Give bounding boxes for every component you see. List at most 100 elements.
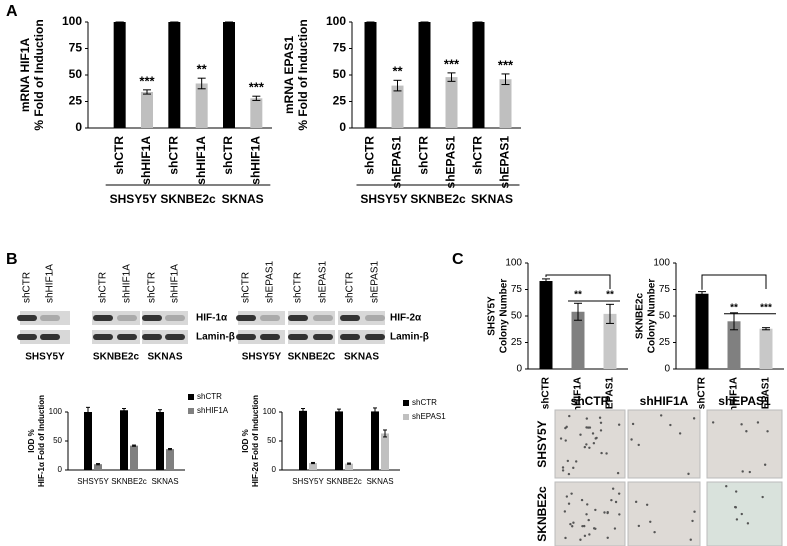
colony-dot <box>591 432 595 435</box>
colony-dot <box>572 466 575 470</box>
colony-dot <box>581 524 584 528</box>
bar <box>472 22 485 128</box>
colony-dot <box>603 511 606 514</box>
y-tick-label: 75 <box>659 284 671 295</box>
blot-band <box>40 334 60 340</box>
significance-label: *** <box>760 302 772 313</box>
colony-dot <box>563 510 567 513</box>
blot-band <box>17 334 37 340</box>
y-axis-label: % Fold of Induction <box>296 19 310 130</box>
bar <box>571 311 585 369</box>
colony-dot <box>617 492 621 495</box>
blot-band <box>236 334 256 340</box>
band-label: HIF-1α <box>196 313 228 324</box>
colony-dot <box>586 503 589 506</box>
colony-dot <box>659 414 663 417</box>
colony-dot <box>559 437 563 440</box>
x-tick-label: SKNBE2c <box>111 477 147 486</box>
bar <box>727 321 741 369</box>
colony-dot <box>611 487 615 490</box>
blot-strip <box>338 311 385 325</box>
colony-dot <box>569 522 572 526</box>
significance-label: ** <box>606 290 614 301</box>
blot-band <box>340 315 360 321</box>
lane-label: shEPAS1 <box>370 261 381 303</box>
blot-band <box>165 315 185 321</box>
x-tick-label: shCTR <box>167 136 181 175</box>
colony-dot <box>564 439 567 442</box>
colony-dot <box>606 536 609 539</box>
y-tick-label: 0 <box>272 465 277 474</box>
x-tick-label: shCTR <box>541 376 552 409</box>
blot-band <box>40 315 60 321</box>
colony-dot <box>689 538 692 541</box>
lane-label: shHIF1A <box>122 264 133 303</box>
y-tick-label: 50 <box>333 67 347 81</box>
row-label: SKNBE2c <box>535 486 549 542</box>
cell-line-label: SKNBE2C <box>288 352 336 363</box>
group-label: SKNAS <box>222 192 264 206</box>
cell-line-label: SKNAS <box>147 352 182 363</box>
y-tick-label: 25 <box>511 337 523 348</box>
group-label: SHSY5Y <box>360 192 407 206</box>
bar <box>113 22 126 128</box>
bar <box>250 98 263 128</box>
y-tick-label: 25 <box>69 94 83 108</box>
blot-band <box>313 315 333 321</box>
colony-dot <box>565 495 569 498</box>
bar <box>120 410 128 470</box>
blot-band <box>313 334 333 340</box>
cell-line-label: SHSY5Y <box>242 352 282 363</box>
band-label: HIF-2α <box>390 313 422 324</box>
blot-band <box>260 315 280 321</box>
colony-dot <box>735 518 739 521</box>
colony-image <box>706 481 783 546</box>
x-tick-label: SKNBE2c <box>326 477 362 486</box>
y-axis-label: IOD % <box>27 429 36 453</box>
y-tick-label: 50 <box>511 311 523 322</box>
colony-dot <box>564 536 567 540</box>
bar <box>168 22 181 128</box>
lane-label: shCTR <box>147 272 158 303</box>
colony-dot <box>592 442 596 445</box>
colony-dot <box>586 426 590 429</box>
colony-dot <box>605 452 608 455</box>
x-tick-label: shEPAS1 <box>444 136 458 189</box>
y-tick-label: 100 <box>62 14 82 28</box>
colony-dot <box>763 463 767 466</box>
bar <box>364 22 377 128</box>
lane-label: shCTR <box>98 272 109 303</box>
y-tick-label: 50 <box>69 67 83 81</box>
cell-line-label: SKNAS <box>344 352 379 363</box>
y-tick-label: 100 <box>49 407 63 416</box>
y-tick-label: 100 <box>653 258 670 269</box>
lane-label: shHIF1A <box>45 264 56 303</box>
blot-band <box>117 334 137 340</box>
y-axis-label: Colony Number <box>499 279 510 354</box>
blot-strip <box>288 330 335 344</box>
band-label: Lamin-β <box>390 332 429 343</box>
colony-dot <box>613 527 617 530</box>
blot-band <box>288 315 308 321</box>
y-tick-label: 50 <box>53 436 62 445</box>
colony-dot <box>588 533 591 536</box>
y-tick-label: 0 <box>58 465 63 474</box>
y-axis-label: mRNA HIF1A <box>18 38 32 113</box>
x-tick-label: shEPAS1 <box>761 377 772 421</box>
colony-dot <box>570 525 574 528</box>
y-tick-label: 0 <box>516 364 522 375</box>
blot-band <box>260 334 280 340</box>
blot-band <box>365 334 385 340</box>
colony-dot <box>570 492 573 495</box>
y-tick-label: 0 <box>75 120 82 134</box>
bar <box>759 328 773 369</box>
significance-bracket <box>701 274 767 290</box>
colony-dot <box>734 505 737 509</box>
x-tick-label: shHIF1A <box>249 136 263 185</box>
column-label: shEPAS1 <box>718 394 771 408</box>
blot-band <box>93 315 113 321</box>
blot-strip <box>92 330 140 344</box>
colony-image <box>554 409 626 479</box>
blot-band <box>117 315 137 321</box>
bar <box>130 445 138 470</box>
